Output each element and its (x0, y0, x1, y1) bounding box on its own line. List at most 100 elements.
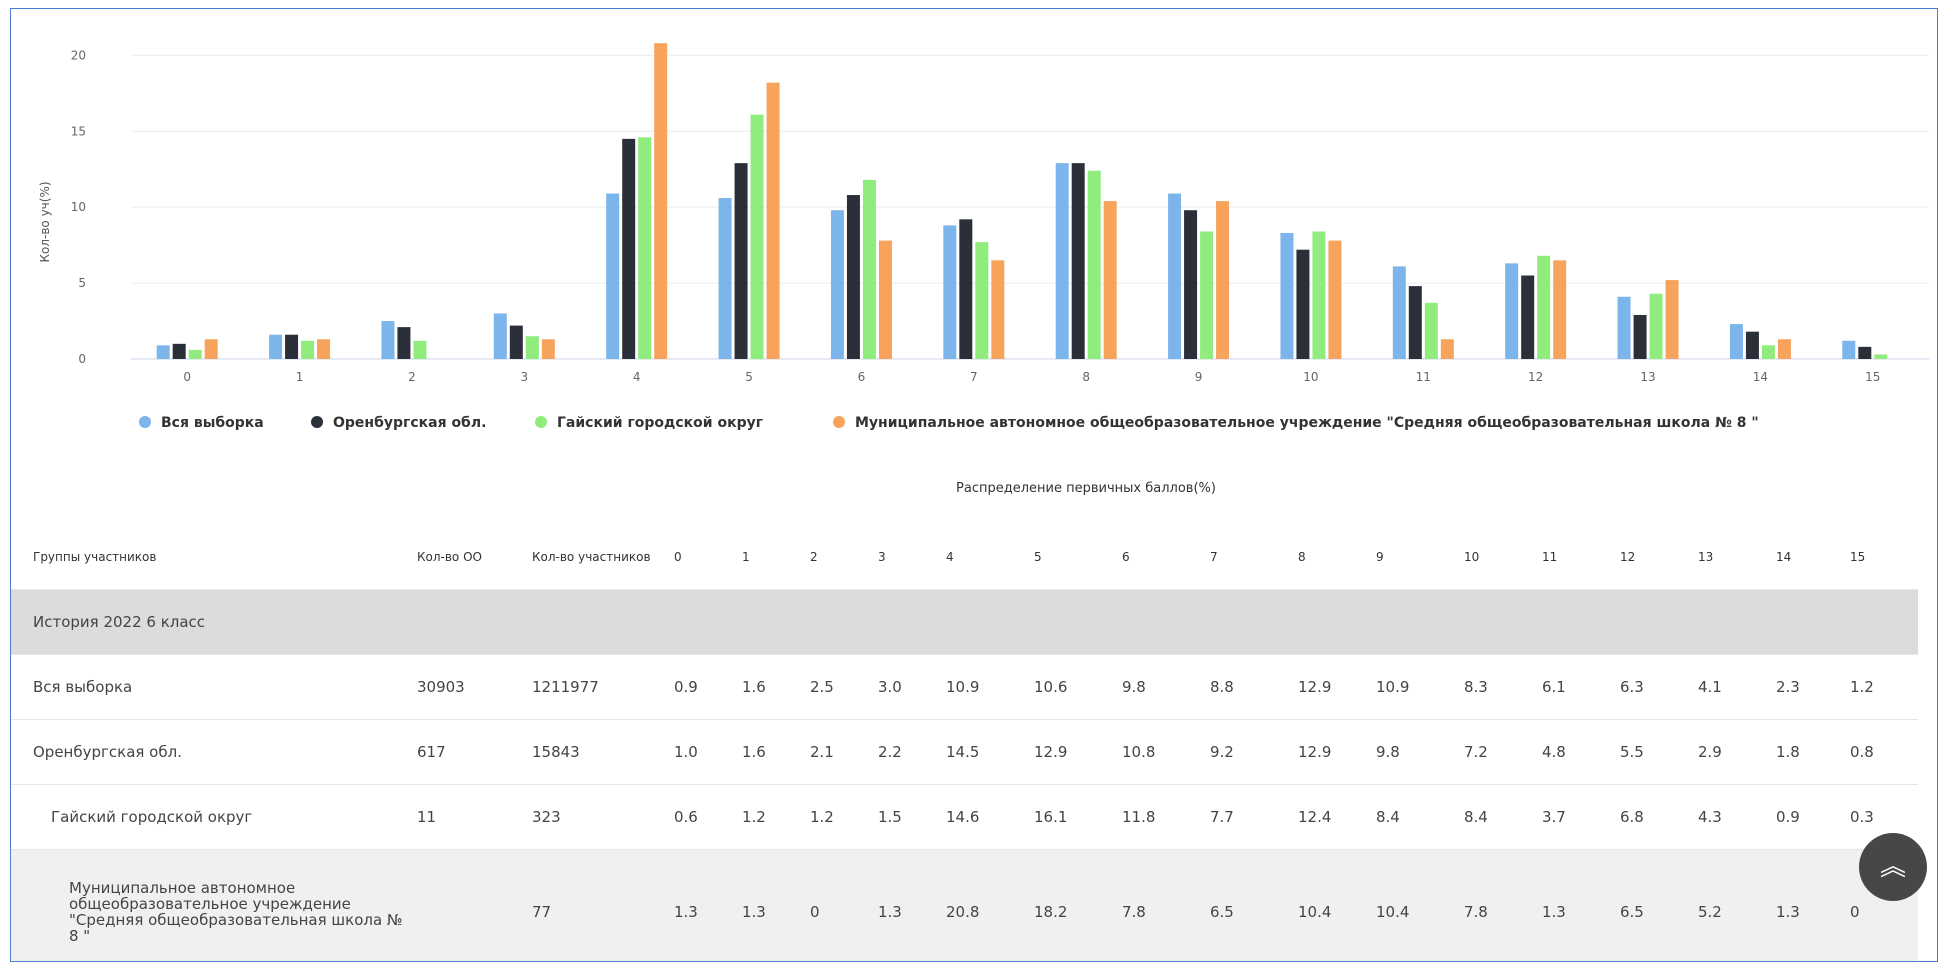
results-table: Группы участников Кол-во ОО Кол-во участ… (11, 525, 1918, 961)
bar (943, 225, 957, 359)
row-score-value: 0 (804, 849, 872, 961)
row-score-value: 10.9 (1370, 654, 1458, 720)
row-score-value: 10.9 (940, 654, 1028, 720)
report-frame: 0 1 2 3 4 5 6 7 8 9 10 11 12 13 14 15 0 5 10 15 20 Кол-во у… (10, 8, 1938, 962)
row-score-value: 10.8 (1116, 719, 1204, 785)
table-group-row: История 2022 6 класс (11, 589, 1918, 655)
bar (622, 138, 636, 359)
table-row: Гайский городской округ 11 323 0.6 1.2 1.2 1.5… (11, 784, 1918, 850)
row-score-value: 6.5 (1204, 849, 1292, 961)
header-score: 14 (1776, 550, 1792, 564)
row-participant-count: 15843 (526, 719, 668, 785)
bar (718, 198, 732, 359)
row-group-name: Гайский городской округ (11, 784, 411, 850)
y-tick-label: 10 (71, 200, 86, 214)
bar (1087, 170, 1101, 359)
row-score-value: 14.6 (940, 784, 1028, 850)
bar (1505, 263, 1519, 359)
row-score-value: 5.5 (1614, 719, 1692, 785)
row-score-value: 2.9 (1692, 719, 1770, 785)
row-score-value: 12.4 (1292, 784, 1370, 850)
bar (525, 336, 539, 359)
y-tick-label: 5 (78, 276, 86, 290)
legend-marker (139, 416, 151, 428)
row-score-value: 1.2 (1844, 654, 1918, 720)
bar (317, 339, 331, 359)
header-score: 13 (1698, 550, 1714, 564)
row-score-value: 6.3 (1614, 654, 1692, 720)
bar (1424, 302, 1438, 359)
x-tick-label: 15 (1865, 370, 1880, 384)
row-score-value: 2.2 (872, 719, 940, 785)
row-oo-count (411, 849, 526, 961)
scroll-to-top-button[interactable]: ︽ (1859, 833, 1927, 901)
bar (269, 334, 283, 359)
row-score-value: 4.3 (1692, 784, 1770, 850)
header-score: 4 (946, 550, 954, 564)
x-tick-label: 0 (183, 370, 191, 384)
group-title: История 2022 6 класс (11, 589, 1918, 655)
row-score-value: 0.9 (1770, 784, 1844, 850)
header-score: 9 (1376, 550, 1384, 564)
row-score-value: 0.8 (1844, 719, 1918, 785)
row-score-value: 7.2 (1458, 719, 1536, 785)
bar (1777, 339, 1791, 359)
row-score-value: 11.8 (1116, 784, 1204, 850)
legend-item[interactable]: Вся выборка (139, 415, 264, 431)
row-score-value: 1.6 (736, 654, 804, 720)
bar (1392, 266, 1406, 359)
bar (1665, 280, 1679, 359)
row-score-value: 10.4 (1292, 849, 1370, 961)
row-score-value: 8.4 (1458, 784, 1536, 850)
header-score: 10 (1464, 550, 1480, 564)
x-tick-label: 9 (1195, 370, 1203, 384)
x-tick-label: 8 (1082, 370, 1090, 384)
legend-marker (833, 416, 845, 428)
table-row: Вся выборка 30903 1211977 0.9 1.6 2.5 3.0 10.9 1… (11, 654, 1918, 720)
header-score: 6 (1122, 550, 1130, 564)
bar (381, 321, 395, 359)
row-score-value: 1.5 (872, 784, 940, 850)
header-score: 12 (1620, 550, 1636, 564)
row-score-value: 1.6 (736, 719, 804, 785)
legend-marker (535, 416, 547, 428)
y-tick-label: 15 (71, 124, 86, 138)
row-score-value: 1.3 (736, 849, 804, 961)
legend-item[interactable]: Оренбургская обл. (311, 415, 486, 431)
bar (846, 195, 860, 359)
row-score-value: 0.9 (668, 654, 736, 720)
bar (156, 345, 170, 359)
x-tick-label: 10 (1303, 370, 1318, 384)
row-score-value: 6.5 (1614, 849, 1692, 961)
legend-item[interactable]: Муниципальное автономное общеобразовател… (833, 415, 1759, 431)
legend-label: Вся выборка (161, 415, 264, 431)
row-group-name: Оренбургская обл. (11, 719, 411, 785)
bar (1071, 163, 1085, 359)
bar (878, 240, 892, 359)
row-score-value: 10.4 (1370, 849, 1458, 961)
bar (1745, 331, 1759, 359)
legend-label: Муниципальное автономное общеобразовател… (855, 415, 1759, 431)
header-score: 0 (674, 550, 682, 564)
x-tick-label: 14 (1753, 370, 1768, 384)
bar (301, 340, 315, 359)
header-score: 5 (1034, 550, 1042, 564)
row-score-value: 8.4 (1370, 784, 1458, 850)
row-score-value: 1.8 (1770, 719, 1844, 785)
bar (862, 179, 876, 359)
bar (734, 163, 748, 359)
legend-item[interactable]: Гайский городской округ (535, 415, 763, 431)
row-participant-count: 1211977 (526, 654, 668, 720)
row-score-value: 2.3 (1770, 654, 1844, 720)
bar (188, 349, 202, 359)
bar (1537, 255, 1551, 359)
bar (1103, 201, 1117, 359)
row-score-value: 10.6 (1028, 654, 1116, 720)
distribution-caption: Распределение первичных баллов(%) (956, 481, 1216, 496)
bar (1729, 324, 1743, 359)
double-chevron-up-icon: ︽ (1879, 852, 1906, 882)
bar (750, 114, 764, 359)
row-score-value: 2.1 (804, 719, 872, 785)
bar (1184, 210, 1198, 359)
